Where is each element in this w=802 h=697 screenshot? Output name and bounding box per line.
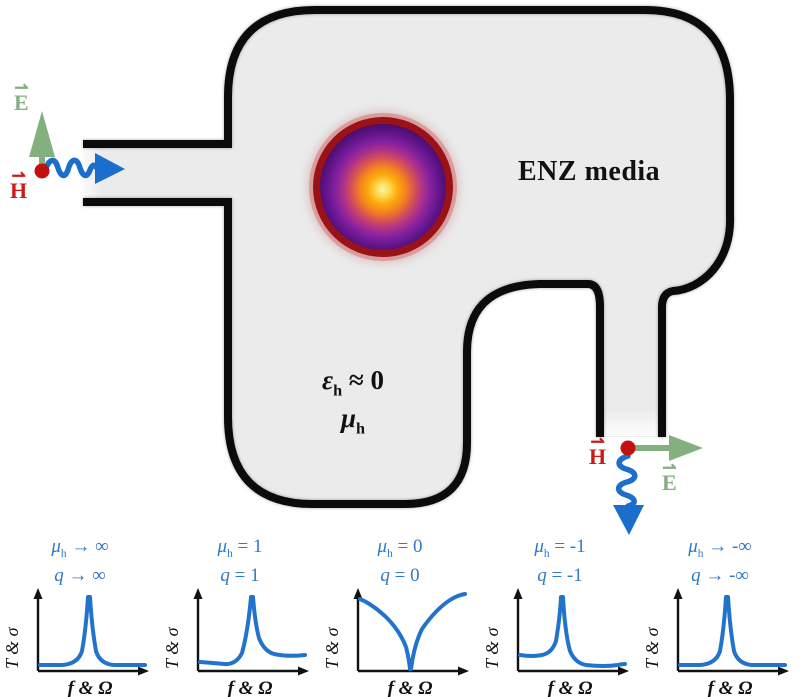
- y-axis-label: T & σ: [642, 626, 662, 669]
- y-axis-label: T & σ: [322, 626, 342, 669]
- host-permittivity-label: εh ≈ 0: [288, 365, 418, 400]
- x-axis-label: f & Ω: [388, 678, 433, 697]
- y-axis-arrow-icon: [353, 587, 363, 599]
- plot-param-q: q → ∞: [54, 564, 106, 586]
- waveguide-body: [83, 10, 731, 504]
- vector-arrow-icon: ⇀: [590, 432, 605, 451]
- output-aperture-fade: [604, 408, 658, 436]
- output-wave: [615, 453, 638, 509]
- x-axis-arrow-icon: [618, 666, 629, 676]
- input-wave-arrowhead: [95, 153, 125, 184]
- x-axis-label: f & Ω: [548, 678, 593, 697]
- waveguide-outline: [83, 5, 735, 508]
- vector-arrow-icon: ⇀: [11, 166, 26, 185]
- plot-param-q: q = 1: [220, 564, 260, 586]
- plot-param-mu: μh → ∞: [51, 536, 109, 560]
- epsilon-subscript: h: [333, 381, 343, 400]
- x-axis-label: f & Ω: [228, 678, 273, 697]
- y-axis-arrow-icon: [513, 587, 523, 599]
- plot-param-mu: μh → -∞: [688, 536, 752, 560]
- resonance-plot-mu-minus-inf: μh → -∞ q → -∞ T & σ f & Ω: [642, 536, 798, 697]
- mu-symbol: μ: [340, 403, 356, 433]
- plot-param-q: q → -∞: [691, 564, 749, 586]
- x-axis-arrow-icon: [778, 666, 789, 676]
- waveguide-diagram: [29, 5, 735, 535]
- vector-arrow-icon: ⇀: [14, 78, 29, 97]
- x-axis-label: f & Ω: [708, 678, 753, 697]
- plot-param-mu: μh = 1: [217, 536, 263, 560]
- plot-axes: T & σ f & Ω: [322, 587, 469, 697]
- enz-media-text: ENZ media: [518, 156, 661, 187]
- y-axis-label: T & σ: [482, 626, 502, 669]
- input-wave: [42, 157, 99, 179]
- y-axis-label: T & σ: [162, 626, 182, 669]
- input-point-dot: [34, 163, 50, 179]
- plot-axes: T & σ f & Ω: [2, 587, 149, 697]
- mu-subscript: h: [356, 419, 366, 438]
- host-permeability-label: μh: [288, 403, 418, 438]
- plot-axes: T & σ f & Ω: [162, 587, 309, 697]
- y-axis-arrow-icon: [33, 587, 43, 599]
- resonance-curve: [358, 591, 467, 671]
- resonance-plot-mu-plus-inf: μh → ∞ q → ∞ T & σ f & Ω: [2, 536, 158, 697]
- plot-param-mu: μh = -1: [534, 536, 586, 560]
- resonance-plot-mu-0: μh = 0 q = 0 T & σ f & Ω: [322, 536, 478, 697]
- input-h-field-label: ⇀ H: [10, 166, 28, 204]
- resonance-curve: [198, 594, 307, 666]
- output-point-dot: [620, 440, 636, 456]
- y-axis-arrow-icon: [673, 587, 683, 599]
- plot-param-q: q = -1: [537, 564, 583, 586]
- resonance-plot-mu-1: μh = 1 q = 1 T & σ f & Ω: [162, 536, 318, 697]
- input-e-field-label: ⇀ E: [14, 78, 29, 116]
- x-axis-arrow-icon: [298, 666, 309, 676]
- doped-particle: [313, 117, 453, 257]
- resonance-curve: [518, 594, 627, 668]
- vector-arrow-icon: ⇀: [662, 458, 677, 477]
- y-axis-arrow-icon: [193, 587, 203, 599]
- e-field-arrow-input-head: [29, 111, 55, 157]
- resonance-plot-mu-minus-1: μh = -1 q = -1 T & σ f & Ω: [482, 536, 638, 697]
- enz-media-label: ENZ media: [518, 156, 688, 188]
- x-axis-label: f & Ω: [68, 678, 113, 697]
- output-h-field-label: ⇀ H: [589, 432, 607, 470]
- e-field-arrow-output-head: [669, 435, 703, 461]
- resonance-curve: [38, 594, 147, 667]
- plot-param-q: q = 0: [380, 564, 420, 586]
- y-axis-label: T & σ: [2, 626, 22, 669]
- plot-param-mu: μh = 0: [377, 536, 423, 560]
- x-axis-arrow-icon: [458, 666, 469, 676]
- resonance-curve: [678, 594, 787, 667]
- epsilon-value: ≈ 0: [348, 365, 384, 395]
- output-e-field-label: ⇀ E: [662, 458, 677, 496]
- epsilon-symbol: ε: [322, 365, 334, 395]
- output-wave-arrowhead: [613, 505, 644, 535]
- plot-axes: T & σ f & Ω: [482, 587, 629, 697]
- plot-axes: T & σ f & Ω: [642, 587, 789, 697]
- x-axis-arrow-icon: [138, 666, 149, 676]
